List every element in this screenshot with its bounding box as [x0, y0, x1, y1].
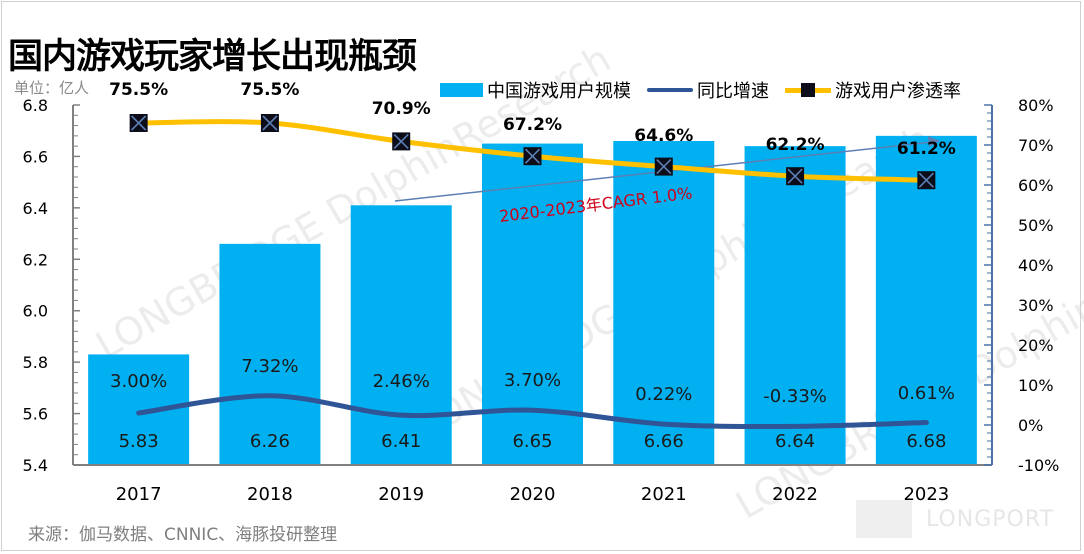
marker-x-icon [524, 148, 541, 164]
legend-line-swatch [647, 88, 693, 92]
growth-rate-label: 0.22% [635, 384, 692, 405]
right-axis-tick-label: 60% [1018, 176, 1054, 195]
marker-x-icon [131, 115, 147, 131]
bar-2019 [350, 205, 452, 466]
bar-value-label: 6.66 [644, 431, 684, 452]
marker-x-icon [262, 115, 278, 131]
bar-2023 [875, 135, 977, 465]
longport-logo: LONGPORT [856, 500, 1054, 538]
legend-bar-swatch [440, 83, 483, 97]
growth-rate-label: 3.70% [504, 370, 561, 391]
left-axis-tick-label: 5.6 [23, 405, 48, 424]
legend-item-penetration: 游戏用户渗透率 [785, 77, 961, 103]
bar-value-label: 6.68 [906, 431, 946, 452]
bar-value-label: 6.65 [512, 431, 552, 452]
penetration-rate-label: 70.9% [372, 99, 431, 119]
x-axis-tick-label: 2021 [641, 484, 687, 505]
right-axis-tick-label: 10% [1018, 376, 1054, 395]
marker-x-icon [787, 168, 803, 184]
marker-x-icon [393, 133, 409, 149]
legend-marker-swatch [785, 82, 831, 98]
left-axis-tick-label: 6.0 [23, 302, 48, 321]
bar-2021 [613, 141, 715, 465]
unit-label: 单位：亿人 [14, 79, 90, 97]
x-axis-tick-label: 2022 [772, 484, 818, 505]
marker-x-icon [656, 159, 672, 175]
bar-value-label: 5.83 [119, 431, 159, 452]
right-axis-tick-label: -10% [1018, 456, 1059, 475]
right-axis-tick-label: 0% [1018, 416, 1043, 435]
penetration-rate-label: 61.2% [897, 139, 956, 159]
growth-rate-label: 3.00% [110, 371, 167, 392]
x-axis-tick-label: 2017 [116, 484, 162, 505]
left-axis-tick-label: 5.4 [23, 456, 48, 475]
left-axis-tick-label: 6.6 [23, 147, 48, 166]
legend-label: 中国游戏用户规模 [487, 81, 631, 102]
left-axis-tick-label: 6.8 [23, 96, 48, 115]
bar-value-label: 6.64 [775, 431, 815, 452]
legend: 中国游戏用户规模 同比增速 游戏用户渗透率 [440, 77, 977, 103]
bar-2020 [482, 143, 583, 466]
penetration-rate-label: 64.6% [634, 126, 693, 146]
marker-x-icon [918, 172, 934, 188]
legend-label: 同比增速 [697, 81, 769, 102]
legend-label: 游戏用户渗透率 [835, 81, 961, 102]
penetration-rate-label: 75.5% [240, 80, 299, 100]
growth-rate-line [136, 393, 929, 429]
penetration-rate-label: 67.2% [503, 115, 562, 135]
logo-text: LONGPORT [926, 506, 1055, 532]
x-axis-tick-label: 2018 [247, 484, 293, 505]
bar-2022 [744, 146, 846, 465]
penetration-rate-label: 75.5% [109, 80, 168, 100]
right-axis-tick-label: 80% [1018, 96, 1054, 115]
source-note: 来源：伽马数据、CNNIC、海豚投研整理 [28, 525, 338, 545]
legend-item-growth: 同比增速 [647, 77, 769, 103]
right-axis-tick-label: 20% [1018, 336, 1054, 355]
right-axis-tick-label: 30% [1018, 296, 1054, 315]
bar-value-label: 6.26 [250, 431, 290, 452]
right-axis-tick-label: 40% [1018, 256, 1054, 275]
growth-rate-label: 7.32% [241, 356, 298, 377]
left-axis-tick-label: 6.2 [23, 250, 48, 269]
left-axis-tick-label: 6.4 [23, 199, 48, 218]
bar-value-label: 6.41 [381, 431, 421, 452]
bar-2018 [219, 243, 321, 465]
growth-rate-label: 0.61% [898, 383, 955, 404]
x-axis-tick-label: 2019 [378, 484, 424, 505]
cagr-arrow-head [928, 136, 940, 147]
x-axis-tick-label: 2023 [903, 484, 949, 505]
x-axis-tick-label: 2020 [510, 484, 556, 505]
right-axis-tick-label: 50% [1018, 216, 1054, 235]
growth-rate-label: -0.33% [763, 386, 827, 407]
right-axis-tick-label: 70% [1018, 136, 1054, 155]
left-axis-tick-label: 5.8 [23, 353, 48, 372]
growth-rate-label: 2.46% [373, 371, 430, 392]
penetration-rate-label: 62.2% [766, 135, 825, 155]
chart-title: 国内游戏玩家增长出现瓶颈 [8, 37, 417, 77]
legend-item-users: 中国游戏用户规模 [440, 77, 631, 103]
